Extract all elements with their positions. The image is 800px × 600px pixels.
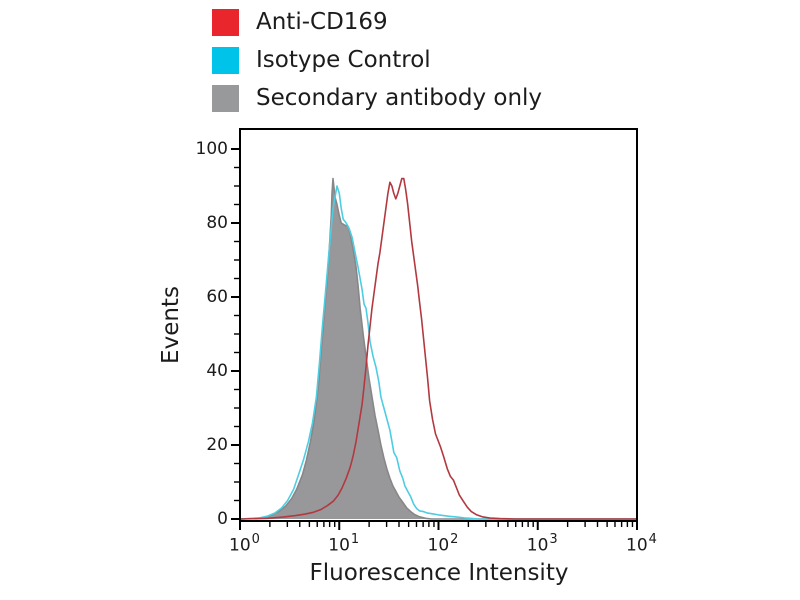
y-tick-label: 40: [206, 361, 228, 381]
legend-item: Isotype Control: [212, 46, 542, 74]
x-tick-label: 101: [328, 532, 360, 556]
legend-swatch-icon: [212, 46, 239, 74]
x-tick-label: 103: [526, 532, 558, 556]
series-secondary-antibody-only: [239, 177, 637, 520]
series-anti-cd169: [239, 177, 637, 520]
y-tick-label: 20: [206, 435, 228, 455]
legend-swatch-icon: [212, 8, 239, 36]
series-isotype-control: [239, 185, 637, 520]
y-tick-label: 100: [195, 139, 228, 159]
x-axis-label: Fluorescence Intensity: [309, 560, 569, 586]
legend-label: Anti-CD169: [256, 9, 388, 35]
y-tick-label: 60: [206, 287, 228, 307]
x-tick-label: 104: [626, 532, 657, 556]
y-axis-label: Events: [158, 286, 184, 364]
x-tick-label: 102: [427, 532, 459, 556]
y-tick-label: 80: [206, 213, 228, 233]
legend-item: Anti-CD169: [212, 8, 542, 36]
legend-item: Secondary antibody only: [212, 84, 542, 112]
legend-label: Secondary antibody only: [256, 85, 543, 111]
legend-swatch-icon: [212, 84, 239, 112]
x-tick-label: 100: [229, 532, 260, 556]
plot-frame: [239, 128, 638, 522]
y-tick-label: 0: [217, 509, 228, 529]
legend: Anti-CD169 Isotype Control Secondary antib…: [212, 8, 542, 122]
legend-label: Isotype Control: [256, 47, 431, 73]
